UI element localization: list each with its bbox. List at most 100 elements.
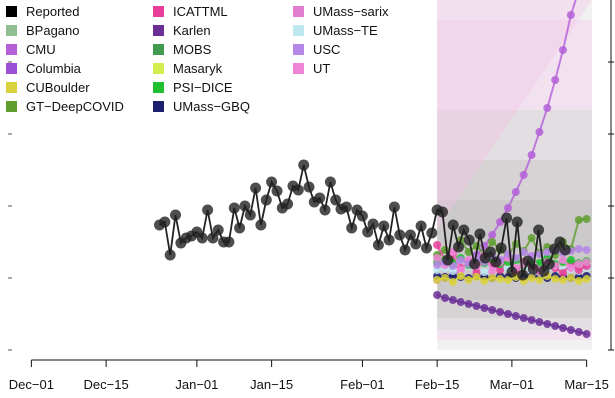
forecast-point: [527, 274, 536, 282]
reported-point: [303, 181, 315, 193]
reported-point: [399, 244, 411, 256]
forecast-point: [504, 310, 512, 318]
reported-point: [367, 218, 379, 230]
forecast-point: [543, 320, 552, 328]
legend-swatch: [153, 25, 164, 36]
forecast-point: [559, 269, 567, 277]
reported-point: [330, 194, 342, 206]
forecast-point: [566, 11, 575, 19]
reported-point: [212, 224, 224, 236]
forecast-point: [480, 268, 489, 276]
reported-point: [223, 236, 235, 248]
legend-swatch: [6, 63, 17, 74]
reported-point: [404, 229, 416, 241]
forecast-point: [511, 312, 520, 320]
reported-point: [442, 254, 454, 266]
reported-point: [559, 244, 571, 256]
legend-swatch: [6, 6, 17, 17]
forecast-point: [527, 316, 536, 324]
forecast-point: [582, 215, 591, 223]
reported-point: [410, 238, 422, 250]
reported-point: [490, 256, 502, 268]
legend-item: MOBS: [153, 40, 250, 59]
legend-swatch: [153, 82, 164, 93]
x-axis: Dec−01 Dec−15 Jan−01 Jan−15 Feb−01 Feb−15 Mar−…: [9, 359, 609, 392]
reported-point: [511, 216, 523, 228]
forecast-point: [566, 326, 575, 334]
legend-label: CUBoulder: [26, 80, 90, 95]
legend-label: Masaryk: [173, 61, 223, 76]
reported-point: [271, 185, 283, 197]
legend-label: ICATTML: [173, 4, 228, 19]
x-tick-label: Jan−15: [250, 377, 293, 392]
legend-swatch: [6, 44, 17, 55]
forecast-point: [566, 274, 575, 282]
reported-point: [244, 209, 256, 221]
forecast-point: [456, 298, 465, 306]
forecast-point: [441, 294, 449, 302]
forecast-point: [527, 234, 536, 242]
forecast-point: [559, 324, 567, 332]
legend-swatch: [153, 6, 164, 17]
forecast-band: [437, 0, 592, 230]
forecast-point: [448, 296, 457, 304]
forecast-point: [433, 254, 442, 262]
reported-point: [202, 204, 214, 216]
reported-point: [495, 242, 507, 254]
forecast-point: [504, 276, 512, 284]
x-tick-label: Feb−15: [415, 377, 459, 392]
forecast-point: [456, 266, 465, 274]
forecast-point: [559, 46, 567, 54]
forecast-point: [582, 275, 591, 283]
legend-swatch: [293, 25, 304, 36]
x-tick-label: Dec−15: [84, 377, 129, 392]
legend-label: BPagano: [26, 23, 80, 38]
forecast-point: [574, 266, 583, 274]
x-tick-label: Mar−15: [564, 377, 608, 392]
forecast-point: [433, 291, 442, 299]
forecast-point: [496, 308, 505, 316]
forecast-point: [433, 241, 442, 249]
forecast-point: [574, 216, 583, 224]
forecast-point: [464, 276, 473, 284]
forecast-point: [433, 261, 442, 269]
legend-item: PSI−DICE: [153, 78, 250, 97]
reported-point: [228, 202, 240, 214]
reported-point: [383, 234, 395, 246]
forecast-point: [441, 274, 449, 282]
legend-label: UMass−GBQ: [173, 99, 250, 114]
reported-point: [426, 227, 438, 239]
legend-item: CMU: [6, 40, 124, 59]
reported-point: [517, 269, 529, 281]
legend-swatch: [153, 44, 164, 55]
forecast-point: [551, 76, 560, 84]
reported-point: [554, 236, 566, 248]
forecast-point: [511, 188, 520, 196]
forecast-point: [480, 277, 489, 285]
legend-swatch: [293, 63, 304, 74]
x-tick-label: Feb−01: [340, 377, 384, 392]
forecast-point: [488, 306, 497, 314]
reported-point: [314, 192, 326, 204]
forecast-point: [527, 151, 536, 159]
forecast-point: [504, 204, 512, 212]
reported-point: [527, 263, 539, 275]
reported-point: [543, 258, 555, 270]
forecast-point: [488, 267, 497, 275]
reported-point: [250, 182, 262, 194]
forecast-point: [543, 104, 552, 112]
legend-item: Reported: [6, 2, 124, 21]
reported-point: [159, 216, 171, 228]
forecast-point: [551, 275, 560, 283]
forecast-point: [519, 171, 528, 179]
reported-point: [340, 201, 352, 213]
reported-point: [394, 229, 406, 241]
legend-item: BPagano: [6, 21, 124, 40]
reported-point: [298, 159, 310, 171]
forecast-band-layer: [437, 0, 592, 350]
reported-point: [372, 239, 384, 251]
reported-point: [388, 201, 400, 213]
legend-item: UT: [293, 59, 389, 78]
reported-point: [474, 228, 486, 240]
